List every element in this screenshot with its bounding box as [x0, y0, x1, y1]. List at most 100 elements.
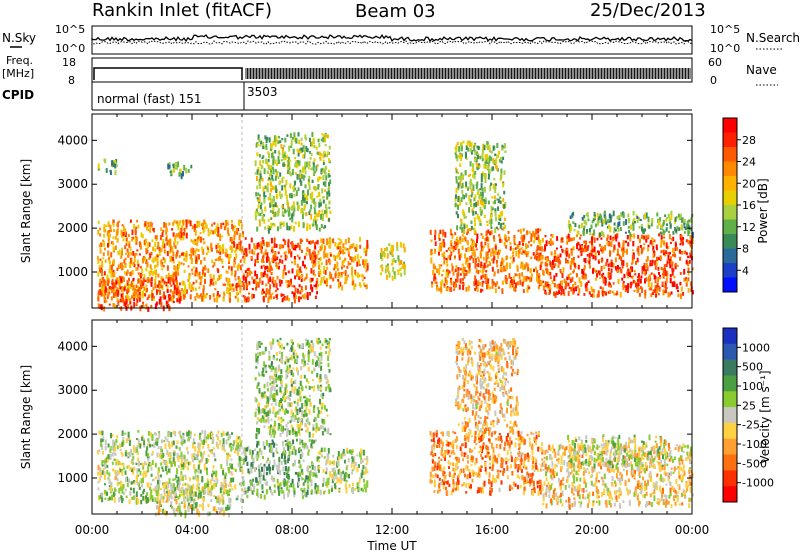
data-cell [363, 264, 366, 268]
data-cell [512, 276, 515, 280]
data-cell [324, 254, 327, 258]
data-cell [242, 295, 245, 298]
data-cell [181, 501, 183, 504]
data-cell [130, 251, 133, 256]
data-cell [687, 277, 690, 282]
data-cell [105, 168, 108, 173]
data-cell [530, 244, 533, 247]
data-cell [465, 157, 468, 160]
data-cell [196, 474, 199, 480]
data-cell [272, 178, 275, 182]
data-cell [294, 172, 297, 175]
data-cell [236, 282, 239, 286]
data-cell [600, 217, 603, 223]
data-cell [469, 148, 472, 152]
data-cell [281, 440, 284, 447]
data-cell [467, 240, 469, 246]
data-cell [282, 214, 285, 217]
data-cell [526, 232, 528, 235]
data-cell [680, 240, 683, 245]
data-cell [683, 277, 686, 282]
data-cell [554, 250, 557, 254]
data-cell [192, 507, 195, 511]
data-cell [568, 253, 571, 259]
data-cell [315, 472, 318, 475]
data-cell [311, 253, 314, 259]
data-cell [641, 226, 643, 232]
data-cell [238, 241, 241, 246]
data-cell [316, 291, 319, 295]
data-cell [475, 157, 478, 163]
data-cell [179, 291, 182, 296]
data-cell [232, 445, 235, 450]
data-cell [257, 242, 260, 248]
data-cell [504, 143, 506, 148]
data-cell [689, 235, 692, 240]
data-cell [103, 241, 106, 247]
data-cell [181, 252, 184, 256]
data-cell [258, 471, 261, 478]
data-cell [242, 476, 245, 482]
data-cell [195, 267, 198, 273]
data-cell [345, 275, 348, 281]
data-cell [106, 295, 109, 299]
data-cell [679, 281, 682, 286]
data-cell [575, 286, 578, 292]
data-cell [620, 256, 623, 261]
data-cell [154, 248, 157, 252]
data-cell [186, 494, 189, 499]
data-cell [113, 493, 116, 496]
data-cell [636, 257, 639, 263]
data-cell [176, 468, 179, 474]
data-cell [137, 438, 140, 445]
data-cell [160, 264, 163, 267]
data-cell [135, 474, 138, 478]
data-cell [222, 298, 225, 301]
data-cell [243, 251, 246, 256]
data-cell [504, 237, 507, 242]
data-cell [194, 250, 197, 254]
data-cell [310, 479, 313, 482]
data-cell [217, 243, 220, 249]
data-cell [268, 469, 271, 475]
data-cell [101, 492, 104, 497]
data-cell [187, 502, 190, 507]
data-cell [481, 191, 484, 197]
data-cell [185, 256, 188, 262]
data-cell [450, 279, 453, 286]
data-cell [544, 244, 546, 251]
data-cell [204, 466, 207, 471]
data-cell [304, 493, 306, 497]
data-cell [493, 255, 496, 261]
data-cell [142, 473, 145, 478]
data-cell [480, 275, 483, 280]
data-cell [202, 506, 205, 511]
data-cell [230, 446, 233, 452]
data-cell [328, 145, 331, 150]
data-cell [193, 226, 196, 232]
data-cell [587, 259, 590, 263]
data-cell [118, 220, 121, 223]
data-cell [281, 259, 284, 264]
data-cell [114, 458, 117, 461]
data-cell [652, 292, 655, 295]
data-cell [283, 264, 286, 271]
data-cell [321, 188, 324, 194]
data-cell [286, 159, 289, 163]
data-cell [225, 249, 228, 254]
data-cell [211, 439, 214, 443]
data-cell [271, 279, 274, 284]
data-cell [232, 240, 235, 245]
data-cell [596, 273, 598, 278]
data-cell [211, 441, 214, 444]
data-cell [591, 220, 594, 224]
data-cell [658, 286, 661, 292]
data-cell [494, 159, 496, 165]
data-cell [311, 439, 314, 444]
data-cell [207, 503, 210, 508]
data-cell [127, 288, 129, 293]
data-cell [465, 185, 467, 189]
data-cell [132, 487, 135, 494]
data-cell [136, 267, 139, 271]
data-cell [139, 463, 142, 465]
